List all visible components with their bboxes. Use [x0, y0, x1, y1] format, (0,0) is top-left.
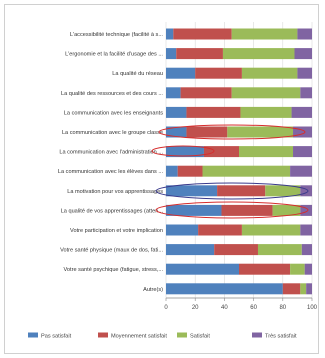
- bar-segment: [186, 126, 228, 138]
- bar-segment: [195, 67, 242, 79]
- x-tick-label: 20: [192, 305, 199, 311]
- bar-segment: [166, 283, 283, 295]
- bar-segment: [293, 146, 312, 158]
- x-tick-label: 0: [164, 305, 168, 311]
- bar-segment: [300, 87, 312, 99]
- bar-segment: [241, 224, 301, 236]
- bar-segment: [221, 204, 273, 216]
- bar-segment: [241, 67, 298, 79]
- bar-segment: [166, 67, 196, 79]
- legend-swatch: [177, 332, 187, 338]
- bar-segment: [300, 283, 307, 295]
- category-label: Votre santé physique (maux de dos, fati.…: [60, 248, 163, 254]
- legend-label: Très satisfait: [265, 334, 297, 340]
- annotation-ellipse-blue: [155, 182, 309, 200]
- x-tick-label: 80: [279, 305, 286, 311]
- bar-segment: [203, 146, 239, 158]
- bar-segment: [300, 185, 312, 197]
- category-label: La communication avec les enseignants: [64, 110, 163, 116]
- bar-segment: [293, 126, 312, 138]
- category-label: Votre santé psychique (fatigue, stress,.…: [64, 267, 164, 273]
- bar-segment: [166, 146, 204, 158]
- bar-segment: [272, 204, 301, 216]
- category-label: La qualité du réseau: [112, 71, 163, 77]
- category-label: Autre(s): [143, 287, 163, 293]
- bar-segment: [166, 185, 218, 197]
- bar-segment: [297, 67, 312, 79]
- bar-segment: [217, 185, 266, 197]
- category-label: La motivation pour vos apprentissages: [67, 189, 163, 195]
- bar-segment: [202, 165, 291, 177]
- x-tick-label: 60: [250, 305, 257, 311]
- bar-segment: [166, 165, 178, 177]
- bar-segment: [291, 106, 312, 118]
- bar-segment: [301, 244, 312, 256]
- bar-segment: [166, 224, 199, 236]
- category-label: L'ergonomie et la facilité d'usage des .…: [65, 52, 163, 58]
- category-label: La communication avec le groupe classe: [62, 130, 163, 136]
- category-label: Votre participation et votre implication: [70, 228, 163, 234]
- bar-segment: [240, 106, 292, 118]
- category-label: La qualité de vos apprentissages (atten.…: [61, 208, 164, 214]
- bar-segment: [166, 126, 187, 138]
- legend-label: Moyennement satisfait: [111, 334, 167, 340]
- x-tick-label: 40: [221, 305, 228, 311]
- legend-label: Pas satisfait: [41, 334, 72, 340]
- bar-segment: [300, 224, 312, 236]
- bar-segment: [166, 204, 222, 216]
- bar-segment: [177, 165, 203, 177]
- legend-swatch: [98, 332, 108, 338]
- bar-segment: [214, 244, 258, 256]
- category-label: La qualité des ressources et des cours .…: [61, 91, 163, 97]
- bar-segment: [166, 28, 174, 40]
- bar-segment: [173, 28, 232, 40]
- legend-swatch: [252, 332, 262, 338]
- bar-segment: [180, 87, 232, 99]
- legend-swatch: [28, 332, 38, 338]
- annotation-ellipse-red: [158, 124, 306, 140]
- bar-segment: [239, 146, 294, 158]
- legend-label: Satisfait: [190, 334, 210, 340]
- bar-segment: [222, 48, 295, 60]
- bar-segment: [294, 48, 312, 60]
- chart-frame: [4, 4, 319, 354]
- bar-segment: [186, 106, 241, 118]
- bar-segment: [198, 224, 242, 236]
- bar-segment: [231, 28, 298, 40]
- bar-segment: [239, 263, 291, 275]
- category-label: La communication avec les élèves dans ..…: [58, 169, 164, 175]
- category-label: L'accessibilité technique (facilité à s.…: [70, 32, 164, 38]
- bar-segment: [304, 263, 312, 275]
- bar-segment: [282, 283, 301, 295]
- bar-segment: [176, 48, 223, 60]
- bar-segment: [166, 244, 215, 256]
- x-tick-label: 100: [307, 305, 318, 311]
- bar-segment: [300, 204, 312, 216]
- bar-segment: [231, 87, 301, 99]
- bar-segment: [257, 244, 302, 256]
- bar-segment: [166, 48, 177, 60]
- bar-segment: [290, 263, 305, 275]
- category-label: La communication avec l'administration .…: [59, 150, 163, 156]
- bar-segment: [166, 263, 239, 275]
- bar-segment: [297, 28, 312, 40]
- bar-segment: [166, 87, 181, 99]
- bar-segment: [306, 283, 312, 295]
- annotation-ellipse-red: [155, 201, 309, 219]
- bar-segment: [166, 106, 187, 118]
- annotation-ellipse-red: [151, 145, 215, 157]
- bar-segment: [265, 185, 301, 197]
- bar-segment: [227, 126, 294, 138]
- bar-segment: [290, 165, 312, 177]
